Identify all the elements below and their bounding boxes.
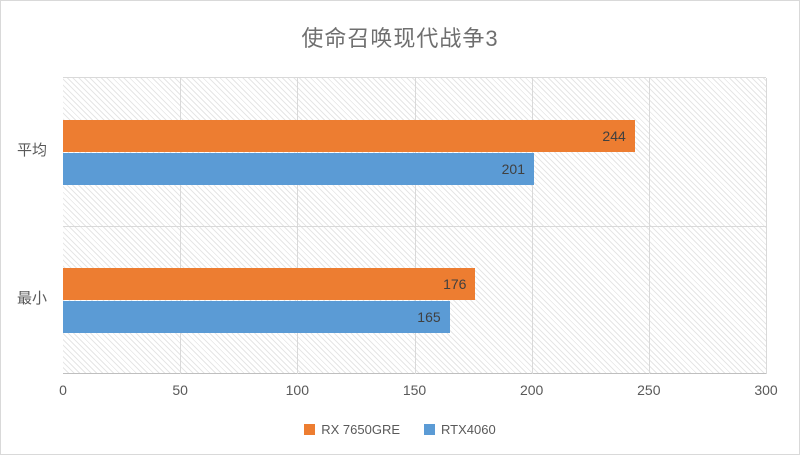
x-tick-label: 250 <box>637 382 661 398</box>
gridline-x-300 <box>766 78 767 374</box>
x-tick-label: 200 <box>519 382 544 398</box>
gridline-category-separator <box>63 226 766 227</box>
x-tick-label: 0 <box>59 382 67 398</box>
bar-series0-cat1: 176 <box>63 267 476 300</box>
legend: RX 7650GRE RTX4060 <box>1 422 799 437</box>
bar-series1-cat1: 165 <box>63 300 450 333</box>
plot-area: 244 201 176 165 <box>63 77 767 374</box>
legend-label: RTX4060 <box>441 422 496 437</box>
legend-label: RX 7650GRE <box>321 422 401 437</box>
bar-series0-cat0: 244 <box>63 119 635 152</box>
legend-swatch-icon <box>424 424 436 435</box>
bar-data-label: 176 <box>443 275 467 292</box>
legend-item-series1: RTX4060 <box>424 422 496 437</box>
bar-data-label: 244 <box>602 127 626 144</box>
bar-data-label: 201 <box>501 160 525 177</box>
x-tick-label: 100 <box>285 382 310 398</box>
chart-title: 使命召唤现代战争3 <box>301 26 499 51</box>
bar-series1-cat0: 201 <box>63 152 534 185</box>
legend-item-series0: RX 7650GRE <box>304 422 400 437</box>
x-tick-label: 50 <box>172 382 188 398</box>
category-label: 最小 <box>16 290 47 307</box>
x-tick-label: 150 <box>402 382 427 398</box>
bar-data-label: 165 <box>417 308 441 325</box>
legend-swatch-icon <box>304 424 316 435</box>
category-label: 平均 <box>16 142 47 159</box>
x-tick-label: 300 <box>754 382 778 398</box>
